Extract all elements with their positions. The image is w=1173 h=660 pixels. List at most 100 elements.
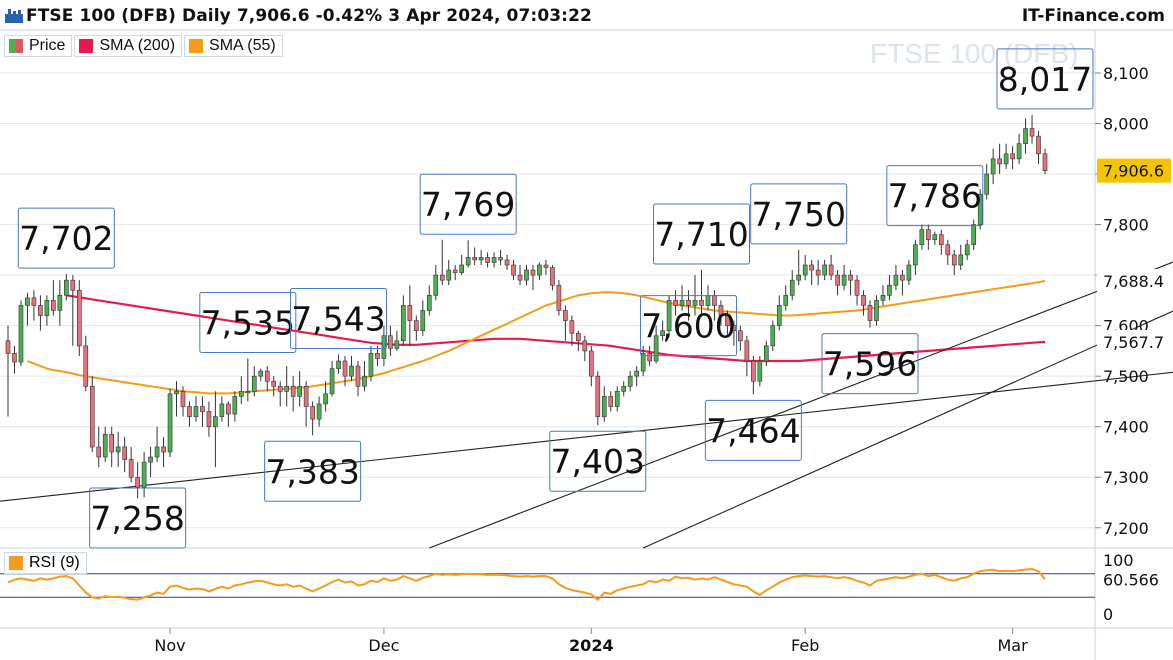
candle — [964, 239, 970, 260]
candle-body — [666, 300, 672, 331]
candle — [789, 270, 795, 301]
legend-label-sma55: SMA (55) — [209, 37, 276, 54]
candle-body — [919, 229, 925, 246]
rsi-swatch-icon — [9, 556, 23, 570]
candle — [796, 249, 802, 286]
time-axis: NovDec2024FebMarApr — [154, 628, 1028, 655]
chart-header: FTSE 100 (DFB) Daily 7,906.6 -0.42% 3 Ap… — [0, 0, 1173, 34]
legend-item-rsi[interactable]: RSI (9) — [4, 552, 87, 574]
candle — [861, 290, 866, 316]
candle — [621, 381, 627, 397]
rsi-tick-label: 100 — [1103, 551, 1134, 570]
candle — [776, 295, 782, 331]
candle — [660, 320, 665, 341]
candle-body — [887, 284, 892, 296]
candle — [640, 345, 646, 377]
sma55-value-label-bg — [1097, 268, 1171, 293]
callout-label: 7,600 — [641, 307, 735, 346]
last-price-label-bg — [1097, 158, 1171, 183]
candle — [200, 396, 205, 427]
candle-body — [712, 295, 717, 306]
candle — [783, 285, 789, 311]
candle — [841, 264, 847, 291]
legend-item-price[interactable]: Price — [4, 35, 73, 57]
candle-body — [102, 433, 108, 458]
candle — [731, 320, 737, 346]
candle — [245, 358, 251, 402]
y-tick-label: 7,400 — [1103, 418, 1149, 437]
sma55-value-label: 7,688.4 — [1103, 272, 1164, 291]
x-tick-label: Dec — [368, 636, 399, 655]
callout-label: 7,769 — [421, 185, 515, 224]
candle-body — [556, 284, 562, 311]
candle-body — [660, 330, 665, 337]
rsi-value-label: 60.566 — [1103, 570, 1159, 589]
candle — [44, 295, 50, 326]
candle — [478, 249, 484, 265]
candle-body — [543, 264, 549, 268]
candle — [109, 426, 115, 468]
candle — [414, 315, 419, 341]
candle-body — [303, 385, 309, 407]
candle-body — [206, 411, 212, 428]
rsi-panel: 100 0 60.566 — [0, 551, 1171, 624]
candle-body — [180, 391, 186, 407]
candle — [122, 436, 127, 473]
callout-label: 7,383 — [265, 452, 359, 491]
callout-box — [264, 440, 362, 502]
candle-body — [5, 340, 11, 354]
sma200-swatch-icon — [79, 39, 94, 53]
candle-body — [900, 274, 905, 281]
sma200-value-label: 7,567.7 — [1103, 333, 1164, 352]
candle — [297, 371, 302, 407]
candle — [874, 295, 879, 326]
candle — [381, 325, 387, 367]
candle — [271, 376, 277, 397]
callout: 7,769 — [419, 173, 517, 235]
candle-body — [109, 433, 115, 453]
candle-body — [776, 305, 782, 326]
candle — [213, 391, 218, 468]
rsi-value-bg — [1097, 569, 1171, 592]
candle — [491, 252, 497, 268]
candle-body — [96, 446, 102, 458]
candle-body — [426, 295, 432, 311]
candle-body — [757, 360, 763, 382]
candle-body — [478, 257, 484, 261]
legend-item-sma200[interactable]: SMA (200) — [74, 35, 183, 57]
candle — [498, 249, 503, 265]
candle-body — [951, 254, 957, 266]
candle-body — [323, 393, 328, 405]
candle — [51, 280, 56, 316]
legend-item-sma55[interactable]: SMA (55) — [184, 35, 283, 57]
candle-body — [537, 264, 542, 276]
candle — [459, 254, 464, 276]
chart-title: FTSE 100 (DFB) Daily 7,906.6 -0.42% 3 Ap… — [26, 6, 592, 26]
candle-body — [264, 370, 270, 382]
candle-body — [699, 300, 704, 306]
callouts: 7,702 7,258 7,535 7,383 7,543 7,769 7,403 7,600… — [17, 48, 1094, 549]
trendline — [0, 371, 1173, 502]
candle — [5, 325, 11, 417]
candle — [627, 371, 633, 392]
candle — [673, 290, 678, 316]
candle-body — [550, 267, 555, 286]
candle-body — [841, 274, 847, 286]
candle-body — [174, 391, 179, 395]
candle-body — [446, 269, 452, 281]
candle — [1036, 131, 1041, 164]
candle-body — [673, 300, 678, 306]
candle — [517, 264, 523, 286]
candle — [977, 189, 983, 230]
demo-logo-icon — [5, 9, 23, 23]
y-tick-label: 7,500 — [1103, 367, 1149, 386]
candle — [310, 401, 315, 436]
candle-body — [731, 325, 737, 331]
candle — [699, 270, 704, 316]
candle-body — [1029, 128, 1035, 137]
candle-body — [1042, 153, 1048, 171]
candle — [336, 354, 341, 374]
candle — [569, 315, 575, 346]
callout: 7,600 — [640, 295, 738, 357]
candle — [485, 252, 490, 268]
